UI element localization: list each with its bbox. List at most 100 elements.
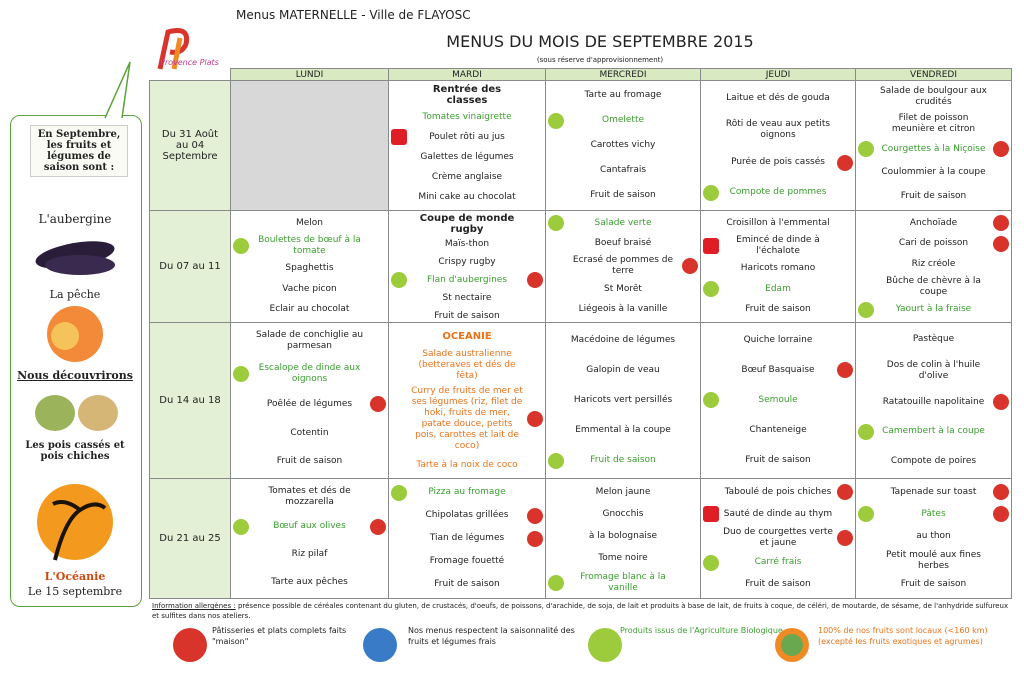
icon-bio <box>548 452 564 469</box>
menu-item: Emmental à la coupe <box>546 422 700 440</box>
item-text: Fruit de saison <box>434 310 500 321</box>
menu-item: St Morêt <box>546 280 700 298</box>
icon-slot <box>991 362 1011 380</box>
sidebar-date: Le 15 septembre <box>27 585 123 598</box>
icon-slot <box>835 259 855 277</box>
legend-text: Pâtisseries et plats complets faits "mai… <box>212 626 347 646</box>
icon-maison <box>837 530 853 547</box>
icon-slot <box>835 361 855 379</box>
menu-item: Rôti de veau aux petits oignons <box>701 119 855 141</box>
legend-text: 100% de nos fruits sont locaux (<160 km)… <box>818 626 988 646</box>
menu-item: Yaourt à la fraise <box>856 301 1011 319</box>
menu-item: Tomates vinaigrette <box>389 108 545 126</box>
menu-item: Fruit de saison <box>546 187 700 205</box>
bubble-tail <box>104 61 131 119</box>
menu-item: Chipolatas grillées <box>389 507 545 525</box>
icon-slot <box>389 86 409 104</box>
icon-slot <box>546 280 566 298</box>
icon-slot <box>991 505 1011 523</box>
icon-slot <box>546 483 566 501</box>
icon-slot <box>991 214 1011 232</box>
item-text: Gnocchis <box>602 508 644 519</box>
icon-slot <box>680 483 700 501</box>
logo <box>157 28 190 70</box>
icon-label <box>703 506 719 523</box>
icon-slot <box>701 361 721 379</box>
menu-item: Haricots vert persillés <box>546 391 700 409</box>
menu-item: Vache picon <box>231 280 388 298</box>
icon-slot <box>680 137 700 155</box>
item-text: Filet de poisson meunière et citron <box>891 113 976 135</box>
icon-label <box>703 237 719 254</box>
icon-slot <box>368 332 388 350</box>
menu-item: Sauté de dinde au thym <box>701 505 855 523</box>
menu-item: Fruit de saison <box>701 301 855 319</box>
item-text: Tarte au fromage <box>584 90 662 100</box>
menu-cell: Quiche lorraine Bœuf Basquaise Semoule Chan… <box>700 322 856 479</box>
item-text: Haricots romano <box>740 262 816 273</box>
icon-slot <box>680 505 700 523</box>
menu-item: Semoule <box>701 391 855 409</box>
icon-slot <box>389 108 409 126</box>
icon-slot <box>546 112 566 130</box>
menu-item: Bœuf Basquaise <box>701 361 855 379</box>
item-text: Curry de fruits de mer et ses légumes (r… <box>411 386 523 451</box>
menu-item: Salade de boulgour aux crudités <box>856 86 1011 108</box>
menu-cell <box>230 80 389 211</box>
item-text: Rôti de veau aux petits oignons <box>725 119 831 141</box>
icon-slot <box>991 140 1011 158</box>
menu-cell: Rentrée des classes Tomates vinaigrette Po… <box>388 80 546 211</box>
menu-item: OCEANIE <box>389 327 545 345</box>
item-text: Carottes vichy <box>590 140 656 150</box>
icon-slot <box>546 137 566 155</box>
icon-bio <box>858 301 874 318</box>
icon-bio <box>703 184 719 201</box>
icon-slot <box>546 257 566 275</box>
menu-item: Bûche de chèvre à la coupe <box>856 276 1011 298</box>
icon-slot <box>835 529 855 547</box>
icon-slot <box>835 576 855 594</box>
icon-slot <box>701 154 721 172</box>
icon-slot <box>546 235 566 253</box>
item-text: Courgettes à la Niçoise <box>881 143 986 154</box>
icon-slot <box>231 280 251 298</box>
item-text: Escalope de dinde aux oignons <box>258 362 361 384</box>
icon-slot <box>856 483 876 501</box>
icon-slot <box>835 554 855 572</box>
icon-maison <box>993 484 1009 501</box>
icon-slot <box>231 545 251 563</box>
menu-item: Anchoïade <box>856 214 1011 232</box>
item-text: Fruit de saison <box>745 304 811 315</box>
item-text: Pizza au fromage <box>428 487 506 497</box>
item-text: Purée de pois cassés <box>731 157 825 168</box>
icon-maison <box>527 272 543 288</box>
icon-slot <box>835 422 855 440</box>
icon-slot <box>389 507 409 525</box>
item-text: Boulettes de bœuf à la tomate <box>258 234 361 256</box>
icon-slot <box>701 331 721 349</box>
menu-item: Tarte à la noix de coco <box>389 456 545 474</box>
menu-item: Liégeois à la vanille <box>546 301 700 319</box>
icon-slot <box>856 393 876 411</box>
icon-slot <box>525 530 545 548</box>
icon-slot <box>991 235 1011 253</box>
legend-icon <box>363 628 397 662</box>
icon-slot <box>368 214 388 232</box>
icon-slot <box>680 112 700 130</box>
menu-item: Tarte au fromage <box>546 87 700 105</box>
menu-item: Pizza au fromage <box>389 484 545 502</box>
icon-slot <box>701 576 721 594</box>
icon-slot <box>701 422 721 440</box>
item-text: Emincé de dinde à l'échalote <box>736 234 820 256</box>
icon-slot <box>525 189 545 207</box>
icon-slot <box>991 576 1011 594</box>
icon-maison <box>993 215 1009 232</box>
menu-item: Flan d'aubergines <box>389 271 545 289</box>
icon-bio <box>391 484 407 501</box>
menu-item: Duo de courgettes verte et jaune <box>701 527 855 549</box>
icon-slot <box>991 552 1011 570</box>
icon-slot <box>680 214 700 232</box>
icon-slot <box>368 259 388 277</box>
item-text: Salade australienne (betteraves et dés d… <box>418 349 516 381</box>
icon-slot <box>525 410 545 428</box>
